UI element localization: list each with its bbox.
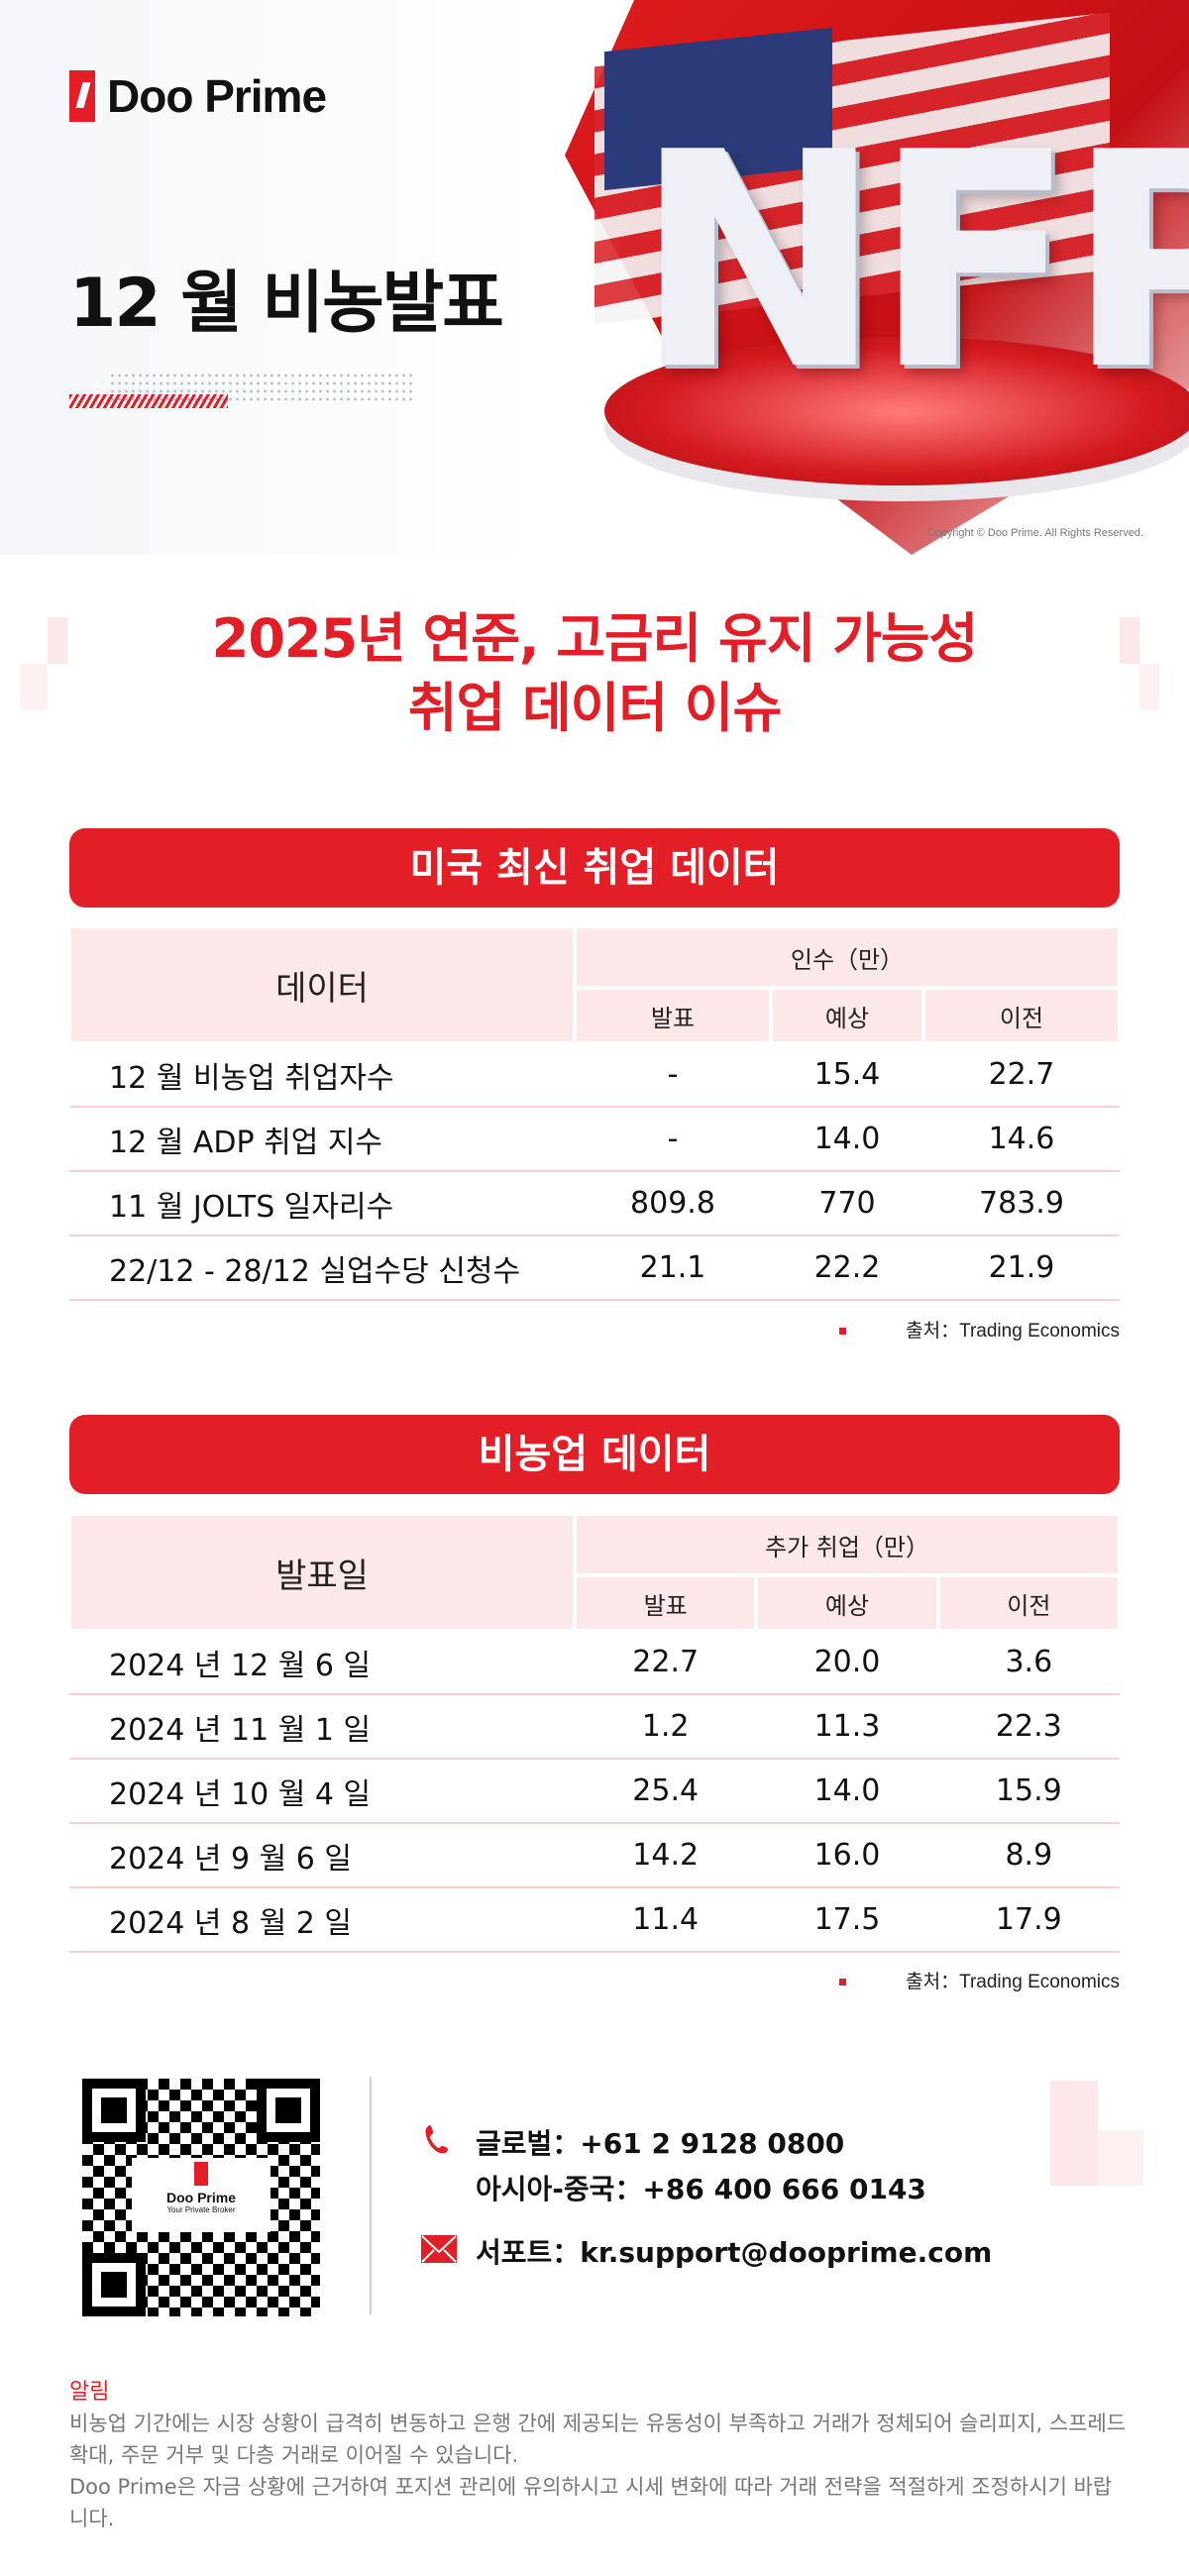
support-email[interactable]: 서포트：kr.support@dooprime.com: [476, 2236, 993, 2269]
cell-previous: 22.3: [937, 1695, 1120, 1760]
cell-forecast: 14.0: [756, 1760, 938, 1824]
cell-actual: 25.4: [575, 1760, 757, 1824]
pixel-decoration: [1098, 2130, 1143, 2186]
asia-china-phone[interactable]: 아시아-중국：+86 400 666 0143: [476, 2173, 926, 2205]
column-header-forecast: 예상: [756, 1575, 938, 1631]
notice-paragraph: Doo Prime은 자금 상황에 근거하여 포지션 관리에 유의하시고 시세 …: [69, 2475, 1113, 2530]
row-label: 12 월 ADP 취업 지수: [69, 1108, 575, 1172]
table-row: 12 월 비농업 취업자수 -15.4 22.7: [69, 1043, 1120, 1108]
pixel-decoration: [20, 664, 48, 710]
cell-forecast: 770: [771, 1172, 923, 1236]
table-row: 2024 년 9 월 6 일 14.2 16.0 8.9: [69, 1824, 1120, 1888]
cell-actual: 1.2: [575, 1695, 757, 1760]
qr-finder: [82, 2253, 146, 2316]
column-header-date: 발표일: [69, 1514, 575, 1631]
qr-brand: Doo Prime: [165, 2190, 236, 2205]
row-label: 22/12 - 28/12 실업수당 신청수: [69, 1236, 575, 1301]
table-row: 11 월 JOLTS 일자리수 809.8 770 783.9: [69, 1172, 1120, 1236]
qr-logo: Doo Prime Your Private Broker: [132, 2158, 270, 2232]
podium-image: [604, 337, 1189, 485]
qr-tagline: Your Private Broker: [166, 2205, 236, 2214]
row-label: 11 월 JOLTS 일자리수: [69, 1172, 575, 1236]
cell-previous: 17.9: [937, 1888, 1120, 1953]
column-header-actual: 발표: [575, 988, 771, 1043]
page-title: 12 월 비농발표: [69, 265, 504, 343]
table-row: 22/12 - 28/12 실업수당 신청수 21.1 22.2 21.9: [69, 1236, 1120, 1301]
phone-icon: [425, 2125, 448, 2154]
hatch-decoration: [69, 394, 228, 408]
cell-actual: -: [575, 1043, 771, 1108]
pixel-decoration: [1139, 664, 1159, 710]
notice-paragraph: 비농업 기간에는 시장 상황이 급격히 변동하고 은행 간에 제공되는 유동성이…: [69, 2412, 1127, 2467]
pixel-decoration: [1120, 617, 1139, 664]
source-note: 출처：Trading Economics: [839, 1967, 1120, 1993]
cell-actual: 21.1: [575, 1236, 771, 1301]
pixel-decoration: [48, 617, 67, 664]
cell-actual: 809.8: [575, 1172, 771, 1236]
mail-icon: [421, 2235, 457, 2263]
table-row: 2024 년 12 월 6 일 22.7 20.0 3.6: [69, 1631, 1120, 1695]
row-label: 2024 년 10 월 4 일: [69, 1760, 575, 1824]
qr-finder: [82, 2079, 146, 2142]
section-title-us-jobs: 미국 최신 취업 데이터: [69, 828, 1120, 908]
cell-forecast: 22.2: [771, 1236, 923, 1301]
cell-forecast: 20.0: [756, 1631, 938, 1695]
row-label: 2024 년 9 월 6 일: [69, 1824, 575, 1888]
pixel-decoration: [1050, 2081, 1098, 2186]
qr-code[interactable]: Doo Prime Your Private Broker: [82, 2079, 320, 2316]
column-header-data: 데이터: [69, 926, 575, 1043]
doo-prime-logo: Doo Prime: [69, 69, 327, 123]
headline-line-1: 2025년 연준, 고금리 유지 가능성: [211, 607, 979, 670]
notice-body: 비농업 기간에는 시장 상황이 급격히 변동하고 은행 간에 제공되는 유동성이…: [69, 2408, 1130, 2534]
cell-previous: 15.9: [937, 1760, 1120, 1824]
cell-actual: 14.2: [575, 1824, 757, 1888]
column-header-actual: 발표: [575, 1575, 757, 1631]
cell-actual: 22.7: [575, 1631, 757, 1695]
notice-title: 알림: [69, 2380, 110, 2405]
cell-previous: 8.9: [937, 1824, 1120, 1888]
cell-forecast: 14.0: [771, 1108, 923, 1172]
headline: 2025년 연준, 고금리 유지 가능성 취업 데이터 이슈: [0, 604, 1189, 743]
hero-banner: NFP Doo Prime 12 월 비농발표 Copyright © Doo …: [0, 0, 1189, 555]
brand-name: Doo Prime: [107, 70, 327, 122]
row-label: 2024 년 11 월 1 일: [69, 1695, 575, 1760]
column-group-header: 인수（만）: [575, 926, 1120, 988]
logo-mark-icon: [194, 2162, 208, 2186]
column-header-previous: 이전: [937, 1575, 1120, 1631]
table-row: 2024 년 8 월 2 일 11.4 17.5 17.9: [69, 1888, 1120, 1953]
headline-line-2: 취업 데이터 이슈: [407, 677, 782, 740]
column-header-previous: 이전: [922, 988, 1120, 1043]
cell-previous: 21.9: [922, 1236, 1120, 1301]
cell-previous: 14.6: [922, 1108, 1120, 1172]
cell-forecast: 11.3: [756, 1695, 938, 1760]
table-row: 2024 년 11 월 1 일 1.2 11.3 22.3: [69, 1695, 1120, 1760]
copyright-text: Copyright © Doo Prime. All Rights Reserv…: [926, 527, 1143, 539]
row-label: 2024 년 12 월 6 일: [69, 1631, 575, 1695]
source-note: 출처：Trading Economics: [839, 1316, 1120, 1342]
qr-finder: [257, 2079, 320, 2142]
divider: [370, 2077, 372, 2314]
cell-actual: 11.4: [575, 1888, 757, 1953]
cell-actual: -: [575, 1108, 771, 1172]
cell-previous: 3.6: [937, 1631, 1120, 1695]
cell-previous: 22.7: [922, 1043, 1120, 1108]
section-title-nfp: 비농업 데이터: [69, 1415, 1120, 1494]
cell-forecast: 17.5: [756, 1888, 938, 1953]
us-jobs-table: 데이터 인수（만） 발표 예상 이전 12 월 비농업 취업자수 -15.4 22.…: [69, 926, 1120, 1301]
row-label: 2024 년 8 월 2 일: [69, 1888, 575, 1953]
nfp-table: 발표일 추가 취업（만） 발표 예상 이전 2024 년 12 월 6 일 22.…: [69, 1514, 1120, 1953]
table-row: 12 월 ADP 취업 지수 -14.0 14.6: [69, 1108, 1120, 1172]
row-label: 12 월 비농업 취업자수: [69, 1043, 575, 1108]
global-phone[interactable]: 글로벌：+61 2 9128 0800: [476, 2127, 845, 2160]
column-group-header: 추가 취업（만）: [575, 1514, 1120, 1575]
cell-forecast: 16.0: [756, 1824, 938, 1888]
cell-previous: 783.9: [922, 1172, 1120, 1236]
nfp-3d-text: NFP: [634, 89, 1189, 435]
cell-forecast: 15.4: [771, 1043, 923, 1108]
column-header-forecast: 예상: [771, 988, 923, 1043]
logo-mark-icon: [69, 70, 95, 122]
table-row: 2024 년 10 월 4 일 25.4 14.0 15.9: [69, 1760, 1120, 1824]
